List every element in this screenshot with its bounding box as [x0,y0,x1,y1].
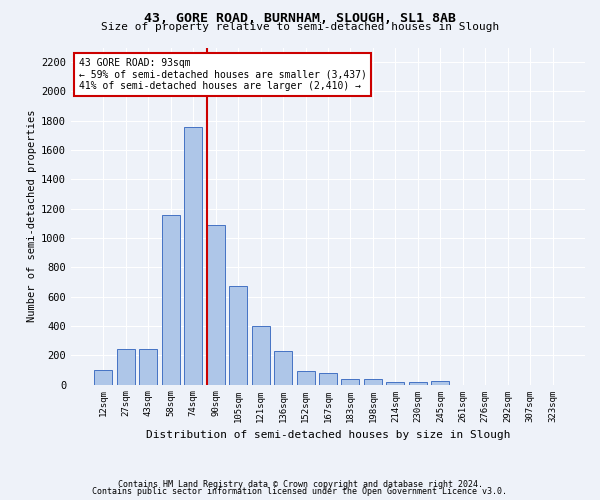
Text: 43, GORE ROAD, BURNHAM, SLOUGH, SL1 8AB: 43, GORE ROAD, BURNHAM, SLOUGH, SL1 8AB [144,12,456,26]
X-axis label: Distribution of semi-detached houses by size in Slough: Distribution of semi-detached houses by … [146,430,510,440]
Bar [386,382,404,384]
Bar [364,378,382,384]
Bar [431,381,449,384]
Text: Contains HM Land Registry data © Crown copyright and database right 2024.: Contains HM Land Registry data © Crown c… [118,480,482,489]
Bar [296,372,314,384]
Text: 43 GORE ROAD: 93sqm
← 59% of semi-detached houses are smaller (3,437)
41% of sem: 43 GORE ROAD: 93sqm ← 59% of semi-detach… [79,58,367,91]
Bar [274,351,292,384]
Bar [341,378,359,384]
Bar [94,370,112,384]
Text: Size of property relative to semi-detached houses in Slough: Size of property relative to semi-detach… [101,22,499,32]
Text: Contains public sector information licensed under the Open Government Licence v3: Contains public sector information licen… [92,487,508,496]
Bar [229,286,247,384]
Bar [319,373,337,384]
Bar [139,350,157,384]
Bar [117,350,135,384]
Bar [162,214,180,384]
Y-axis label: Number of semi-detached properties: Number of semi-detached properties [27,110,37,322]
Bar [207,225,224,384]
Bar [409,382,427,384]
Bar [251,326,269,384]
Bar [184,126,202,384]
